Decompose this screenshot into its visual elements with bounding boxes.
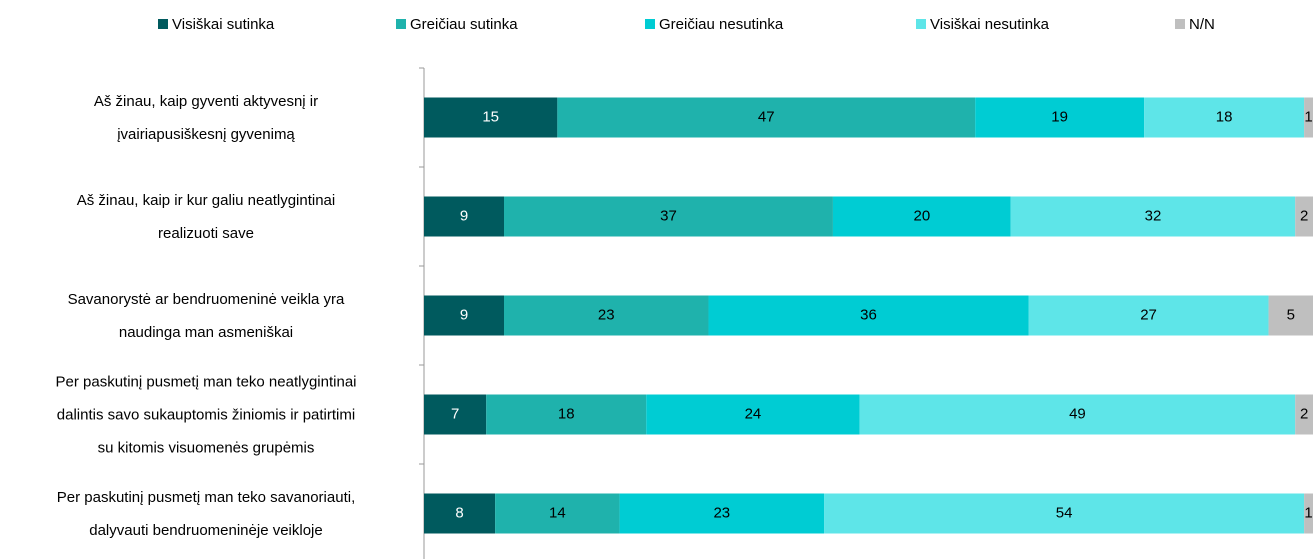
bar-segment (424, 97, 558, 138)
legend-swatch (645, 19, 655, 29)
category-label: Aš žinau, kaip ir kur galiu neatlygintin… (76, 191, 336, 242)
category-label: Aš žinau, kaip gyventi aktyvesnį ir įvai… (93, 92, 319, 143)
data-label: 8 (455, 504, 463, 521)
bar-segment (424, 493, 496, 534)
data-label: 14 (549, 504, 566, 521)
data-label: 24 (745, 405, 762, 422)
data-label: 19 (1051, 108, 1068, 125)
bar-segment (1010, 196, 1296, 237)
data-label: 2 (1300, 405, 1308, 422)
legend-swatch (158, 19, 168, 29)
data-label: 7 (451, 405, 459, 422)
bar-segment (504, 295, 709, 336)
bar-segment (1028, 295, 1269, 336)
data-label: 20 (913, 207, 930, 224)
bar-segment (1304, 97, 1313, 138)
data-label: 9 (460, 207, 468, 224)
bar-segment (1304, 493, 1313, 534)
bar-segment (1295, 196, 1313, 237)
data-label: 23 (713, 504, 730, 521)
data-label: 47 (758, 108, 775, 125)
data-label: 1 (1304, 504, 1312, 521)
data-label: 18 (558, 405, 575, 422)
data-label: 18 (1216, 108, 1233, 125)
category-label: Per paskutinį pusmetį man teko neatlygin… (55, 373, 357, 456)
bar-segment (1295, 394, 1313, 435)
legend-swatch (396, 19, 406, 29)
category-label: Savanorystė ar bendruomeninė veikla yra … (67, 290, 345, 341)
bar-segment (619, 493, 825, 534)
bar-segment (424, 196, 505, 237)
data-label: 54 (1056, 504, 1073, 521)
bar-segment (424, 295, 505, 336)
bar-segment (504, 196, 833, 237)
bar-segment (824, 493, 1305, 534)
legend-label: Visiškai sutinka (172, 16, 275, 33)
data-label: 32 (1145, 207, 1162, 224)
category-label: Per paskutinį pusmetį man teko savanoria… (56, 488, 356, 539)
legend-label: Greičiau sutinka (410, 16, 518, 33)
data-label: 9 (460, 306, 468, 323)
data-label: 1 (1304, 108, 1312, 125)
bar-segment (424, 394, 487, 435)
bar-segment (832, 196, 1011, 237)
bar-segment (708, 295, 1029, 336)
bar-segment (646, 394, 860, 435)
data-label: 49 (1069, 405, 1086, 422)
data-label: 23 (598, 306, 615, 323)
legend-swatch (1175, 19, 1185, 29)
legend-label: Greičiau nesutinka (659, 16, 784, 33)
data-label: 36 (860, 306, 877, 323)
bar-segment (975, 97, 1145, 138)
bar-segment (486, 394, 647, 435)
bar-segment (1268, 295, 1313, 336)
data-label: 5 (1287, 306, 1295, 323)
data-label: 27 (1140, 306, 1157, 323)
legend-label: Visiškai nesutinka (930, 16, 1050, 33)
bar-segment (859, 394, 1296, 435)
data-label: 37 (660, 207, 677, 224)
legend-label: N/N (1189, 16, 1215, 33)
bar-segment (557, 97, 976, 138)
bar-segment (1144, 97, 1305, 138)
data-label: 15 (482, 108, 499, 125)
data-label: 2 (1300, 207, 1308, 224)
legend-swatch (916, 19, 926, 29)
bar-segment (495, 493, 620, 534)
